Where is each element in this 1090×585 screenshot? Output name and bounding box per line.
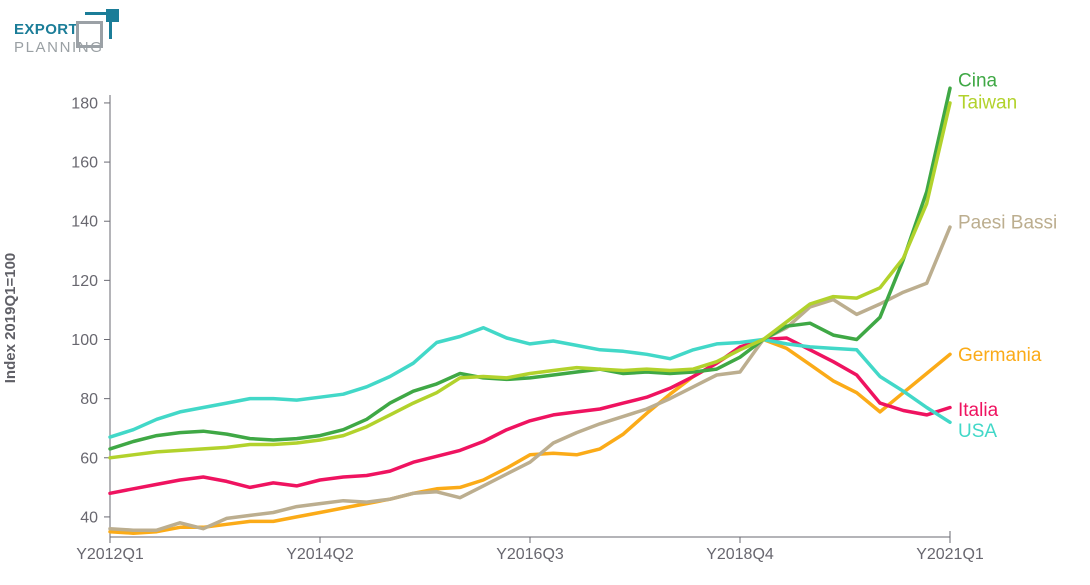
y-tick-label: 60 [80,450,98,467]
line-germania [108,337,952,535]
x-tick-label: Y2021Q1 [916,546,984,563]
y-tick-label: 140 [71,214,98,231]
logo-square-gray [76,21,103,48]
y-tick-label: 40 [80,509,98,526]
series-label-italia: Italia [958,400,999,421]
y-tick-label: 180 [71,95,98,112]
line-paesi-bassi [108,225,952,532]
x-tick-label: Y2014Q2 [286,546,354,563]
export-planning-logo: EXPORT PLANNING [14,9,134,61]
line-taiwan [108,101,952,460]
logo-square-solid [106,9,119,22]
x-tick-label: Y2016Q3 [496,546,564,563]
logo-text-export: EXPORT [14,21,79,38]
y-axis-title: Index 2019Q1=100 [2,253,19,384]
y-tick-label: 160 [71,155,98,172]
y-tick-label: 120 [71,273,98,290]
y-tick-label: 80 [80,391,98,408]
line-usa [108,325,952,439]
y-tick-label: 100 [71,332,98,349]
line-cina [108,86,952,451]
logo-square-bracket [85,12,112,39]
logo-text-planning: PLANNING [14,39,104,56]
series-label-paesi-bassi: Paesi Bassi [958,213,1057,234]
line-italia [108,336,952,496]
series-label-cina: Cina [958,71,998,92]
series-label-usa: USA [958,421,997,442]
x-tick-label: Y2018Q4 [706,546,774,563]
series-label-germania: Germania [958,345,1042,366]
overlapping-squares-icon [74,9,122,57]
series-label-taiwan: Taiwan [958,92,1017,113]
x-tick-label: Y2012Q1 [76,546,144,563]
